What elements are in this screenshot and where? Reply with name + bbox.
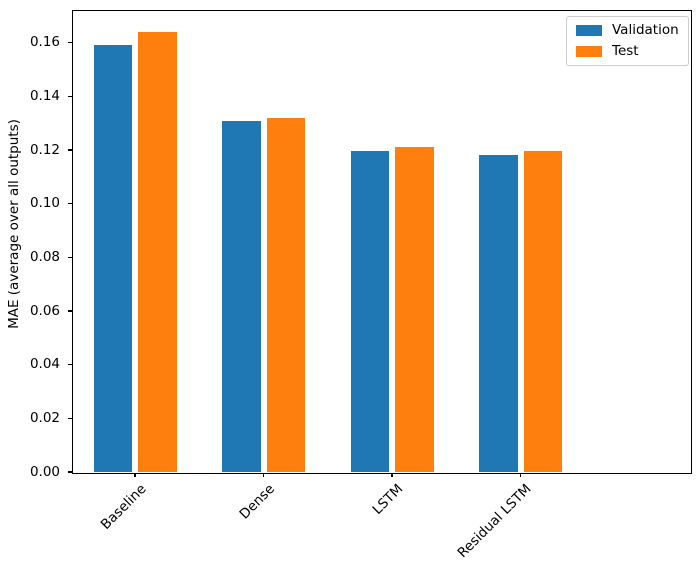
y-tick-label: 0.04 (29, 356, 60, 373)
x-tick-label-dense: Dense (236, 481, 278, 523)
bar-test-dense (266, 117, 305, 472)
bar-validation-residual-lstm (479, 155, 518, 472)
y-tick (68, 149, 72, 151)
legend-label-validation: Validation (612, 22, 679, 38)
bar-test-lstm (395, 147, 434, 472)
legend-item-validation: Validation (576, 23, 679, 38)
y-tick-label: 0.14 (29, 87, 60, 104)
y-tick-label: 0.12 (29, 141, 60, 158)
legend-swatch-test-icon (576, 46, 602, 57)
x-tick (134, 473, 136, 478)
bar-test-baseline (138, 32, 177, 472)
y-tick-label: 0.10 (29, 195, 60, 212)
y-tick (68, 95, 72, 98)
legend-item-test: Test (576, 44, 679, 59)
y-tick (68, 203, 72, 205)
y-tick (68, 417, 72, 420)
x-tick (391, 473, 393, 478)
x-tick-label-residual-lstm: Residual LSTM (454, 481, 535, 562)
bar-test-residual-lstm (523, 151, 562, 472)
x-tick (519, 473, 522, 478)
legend-swatch-validation-icon (576, 25, 602, 36)
bar-validation-lstm (350, 151, 389, 472)
y-tick (68, 363, 72, 366)
x-tick-label-lstm: LSTM (369, 481, 407, 518)
bar-validation-baseline (93, 45, 132, 472)
y-tick (68, 256, 72, 259)
x-tick-label-baseline: Baseline (97, 481, 150, 533)
y-tick (68, 42, 72, 44)
y-tick-label: 0.08 (29, 248, 60, 265)
y-tick (68, 310, 72, 312)
y-tick-label: 0.00 (29, 463, 60, 480)
y-axis-title: MAE (average over all outputs) (6, 119, 22, 329)
legend: Validation Test (566, 16, 689, 66)
legend-label-test: Test (612, 43, 639, 59)
bar-validation-dense (222, 120, 261, 472)
y-tick-label: 0.02 (29, 409, 60, 426)
y-tick (68, 471, 72, 473)
y-tick-label: 0.16 (29, 34, 60, 51)
x-tick (262, 473, 265, 478)
y-tick-label: 0.06 (29, 302, 60, 319)
